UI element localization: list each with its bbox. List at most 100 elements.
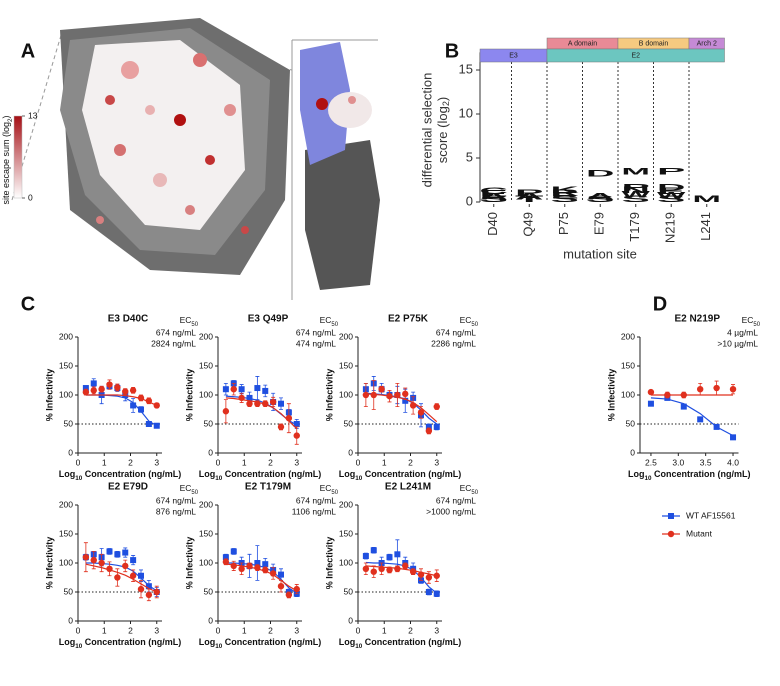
y-tick-label: 50 [344,586,354,596]
domain-label: Arch 2 [697,40,717,47]
ec50-label: EC50 [180,483,199,495]
y-tick-label: 50 [64,586,74,596]
ec50-value: 674 ng/mL [436,495,476,505]
ec50-label-part: 50 [753,322,760,328]
data-point [106,565,113,572]
ec50-label-part: EC [320,483,332,493]
x-tick-label: 4.0 [727,457,739,467]
data-point [122,549,129,556]
data-point [696,386,704,393]
data-point [362,565,370,572]
ec50-label-part: 50 [471,490,478,496]
x-axis-label-part: Log [59,469,76,479]
data-point [262,387,269,394]
y-tick-label: 200 [339,499,353,509]
data-point [409,402,417,409]
data-point [137,394,145,402]
data-point [433,423,440,430]
x-axis-label-part: 10 [215,643,223,650]
logo-letter: S [622,194,650,204]
logo-letter: S [657,194,685,204]
y-tick-label: 50 [344,418,354,428]
y-tick-label: 15 [459,61,473,76]
data-point [378,565,385,572]
y-tick-label: 50 [204,586,214,596]
x-tick-label: E79 [592,212,607,235]
x-axis-label-part: Concentration (ng/mL) [82,469,181,479]
domain-label: E2 [631,52,640,59]
panel-label: D [653,293,667,315]
x-axis-label-part: 10 [75,475,83,482]
data-point [137,585,145,593]
y-tick-label: 50 [64,418,74,428]
y-tick-label: 10 [459,105,473,120]
data-point [246,562,253,570]
y-tick-label: 50 [204,418,214,428]
logo-letter: E [657,186,685,196]
chart-title: E2 E79D [108,482,148,493]
x-axis-label-part: 10 [355,475,363,482]
ec50-value: 4 µg/mL [727,327,758,337]
data-point [425,423,432,430]
y-tick-label: 0 [348,615,353,625]
y-tick-label: 100 [199,389,213,399]
domain-label: A domain [568,40,597,47]
data-point [409,568,417,575]
fit-curve [85,562,158,592]
x-tick-label: 0 [356,625,361,635]
data-point [293,421,300,427]
panel-label: C [21,293,35,315]
ec50-label: EC50 [320,483,339,495]
ec50-value: 674 ng/mL [436,327,476,337]
x-tick-label: 3 [434,625,439,635]
logo-letter: E [551,190,579,200]
x-tick-label: 1 [382,625,387,635]
ec50-value: 674 ng/mL [296,327,336,337]
logo-letter: P [515,188,543,198]
data-point [129,572,137,579]
data-point [402,397,409,404]
ec50-value: 1106 ng/mL [292,506,337,516]
data-point [262,566,269,574]
data-point [230,386,237,393]
data-point [254,385,261,392]
x-axis-label: Log10 Concentration (ng/mL) [59,637,182,649]
data-point [278,571,284,578]
logo-letter: R [551,188,582,198]
data-point [238,394,245,402]
logo-letter: K [551,185,582,195]
data-point [680,403,687,410]
data-point [425,589,432,595]
ec50-value: 876 ng/mL [156,506,196,516]
y-axis-label: % Infectivity [324,369,334,422]
data-point [417,409,425,416]
x-axis-label: Log10 Concentration (ng/mL) [199,637,322,649]
logo-letter: M [693,194,721,204]
y-tick-label: 200 [339,331,353,341]
data-point [254,400,261,407]
data-point [386,554,393,561]
ec50-label: EC50 [742,315,761,327]
data-point [285,415,293,422]
x-tick-label: 3 [294,457,299,467]
x-axis-label: Log10 Concentration (ng/mL) [628,469,751,481]
y-axis-label-part: ) [435,97,450,101]
data-point [153,588,160,596]
data-point [647,400,654,407]
x-axis-label-part: Log [339,637,356,647]
y-tick-label: 150 [339,360,353,370]
logo-letter: W [657,190,687,200]
data-point [664,391,671,399]
data-point [425,427,433,435]
y-tick-label: 5 [466,149,473,164]
data-point [90,387,97,394]
ec50-label-part: EC [320,315,332,325]
colorbar-tick-label: 0 [28,192,33,202]
x-tick-label: 1 [242,457,247,467]
y-axis-label: % Infectivity [606,369,616,422]
ec50-label-part: 50 [331,490,338,496]
data-point [254,560,261,566]
colorbar-tick-label: 13 [28,110,38,120]
ec50-label: EC50 [320,315,339,327]
